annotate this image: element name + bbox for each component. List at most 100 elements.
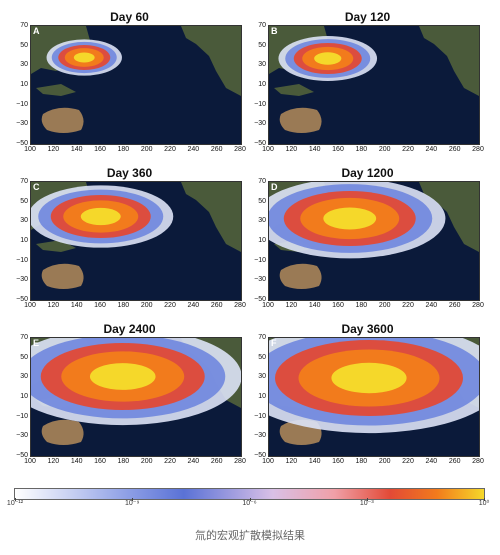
x-tick-label: 260 [210, 146, 223, 153]
x-tick-label: 140 [308, 458, 321, 465]
x-tick-label: 280 [234, 302, 246, 309]
y-tick-label: 10 [258, 393, 266, 400]
landmass-australia [279, 263, 322, 289]
x-tick-label: 220 [164, 146, 176, 153]
x-tick-label: 220 [402, 146, 414, 153]
x-tick-label: 220 [164, 458, 176, 465]
colorbar-tick-label: 10⁻³ [359, 500, 374, 507]
landmass-australia [41, 419, 84, 445]
panel-title: Day 3600 [341, 322, 394, 336]
x-tick-label: 100 [24, 458, 36, 465]
x-tick-label: 180 [117, 458, 130, 465]
x-tick-label: 260 [210, 458, 223, 465]
x-tick-label: 180 [117, 146, 130, 153]
y-tick-label: 50 [20, 197, 28, 205]
x-tick-label: 140 [308, 302, 321, 309]
x-tick-label: 100 [262, 146, 274, 153]
y-tick-label: −50 [16, 452, 28, 459]
y-tick-label: −50 [254, 452, 266, 459]
x-tick-label: 240 [187, 146, 200, 153]
y-tick-label: 10 [258, 81, 266, 88]
y-tick-label: 70 [258, 334, 266, 341]
x-tick-label: 200 [378, 458, 391, 465]
map-image [268, 181, 480, 301]
map-panel: Day 1200 D 70 50 30 10 −10 −30 −50 100 120 140 160 18… [252, 166, 484, 312]
map-svg [31, 26, 241, 144]
map-image [268, 25, 480, 145]
y-tick-label: −30 [254, 432, 266, 440]
map-svg [269, 26, 479, 144]
x-tick-label: 240 [187, 302, 200, 309]
map-image [30, 181, 242, 301]
x-tick-label: 220 [402, 302, 414, 309]
y-tick-label: −50 [16, 140, 28, 147]
map-svg [31, 338, 241, 456]
x-tick-label: 100 [24, 302, 36, 309]
map-panel: Day 60 A 70 50 30 10 −10 −30 −50 100 120 140 160 180 2… [14, 10, 246, 156]
y-tick-label: −30 [254, 276, 266, 284]
y-tick-label: −30 [16, 432, 28, 440]
landmass-australia [41, 107, 84, 133]
plume-core [323, 207, 377, 230]
x-tick-label: 200 [140, 146, 153, 153]
y-tick-label: −10 [16, 256, 28, 264]
x-tick-label: 160 [332, 146, 344, 153]
map-panel: Day 120 B 70 50 30 10 −10 −30 −50 100 120 140 160 180… [252, 10, 484, 156]
x-tick-label: 180 [355, 302, 368, 309]
y-tick-label: 30 [258, 373, 266, 381]
y-tick-label: −30 [16, 120, 28, 128]
x-tick-label: 160 [332, 458, 344, 465]
x-tick-label: 200 [140, 302, 153, 309]
x-tick-label: 120 [47, 458, 60, 465]
x-tick-label: 180 [355, 458, 368, 465]
panel-letter: A [33, 26, 40, 36]
x-tick-label: 260 [210, 302, 223, 309]
landmass-indonesia [274, 84, 314, 96]
landmass-north-america [181, 182, 241, 252]
plume-core [331, 362, 407, 394]
y-tick-label: 30 [20, 61, 28, 69]
plume-core [314, 52, 342, 65]
x-tick-label: 220 [402, 458, 414, 465]
y-tick-label: 10 [20, 81, 28, 88]
landmass-indonesia [36, 84, 76, 96]
x-tick-label: 140 [70, 302, 83, 309]
y-tick-label: 30 [20, 373, 28, 381]
y-tick-label: −30 [16, 276, 28, 284]
y-tick-label: 30 [20, 217, 28, 225]
landmass-north-america [419, 26, 479, 96]
x-tick-label: 120 [47, 146, 60, 153]
panel-letter: D [271, 182, 278, 192]
x-tick-label: 100 [262, 458, 274, 465]
map-panel: Day 360 C 70 50 30 10 −10 −30 −50 100 120 140 160 180… [14, 166, 246, 312]
x-tick-label: 180 [355, 146, 368, 153]
colorbar-tick-label: 10⁻⁶ [242, 500, 257, 507]
y-tick-label: 50 [258, 197, 266, 205]
x-tick-label: 160 [94, 146, 106, 153]
plume-core [80, 207, 121, 226]
y-tick-label: 70 [20, 178, 28, 185]
y-tick-label: 10 [258, 237, 266, 244]
x-tick-label: 240 [425, 458, 438, 465]
x-tick-label: 280 [472, 146, 484, 153]
landmass-australia [41, 263, 84, 289]
x-tick-label: 280 [472, 458, 484, 465]
x-tick-label: 240 [425, 302, 438, 309]
y-tick-label: 10 [20, 237, 28, 244]
x-tick-label: 280 [234, 458, 246, 465]
colorbar-tick-mark [484, 498, 485, 501]
x-tick-label: 200 [378, 302, 391, 309]
x-tick-label: 240 [425, 146, 438, 153]
landmass-north-america [181, 26, 241, 96]
y-tick-label: −10 [254, 412, 266, 420]
x-tick-label: 280 [472, 302, 484, 309]
panel-title: Day 1200 [341, 166, 394, 180]
x-tick-label: 100 [24, 146, 36, 153]
panel-title: Day 2400 [103, 322, 156, 336]
y-tick-label: 70 [20, 22, 28, 29]
panel-letter: E [33, 338, 40, 348]
y-tick-label: 50 [258, 353, 266, 361]
map-svg [31, 182, 241, 300]
panel-letter: C [33, 182, 40, 192]
y-tick-label: −10 [16, 412, 28, 420]
